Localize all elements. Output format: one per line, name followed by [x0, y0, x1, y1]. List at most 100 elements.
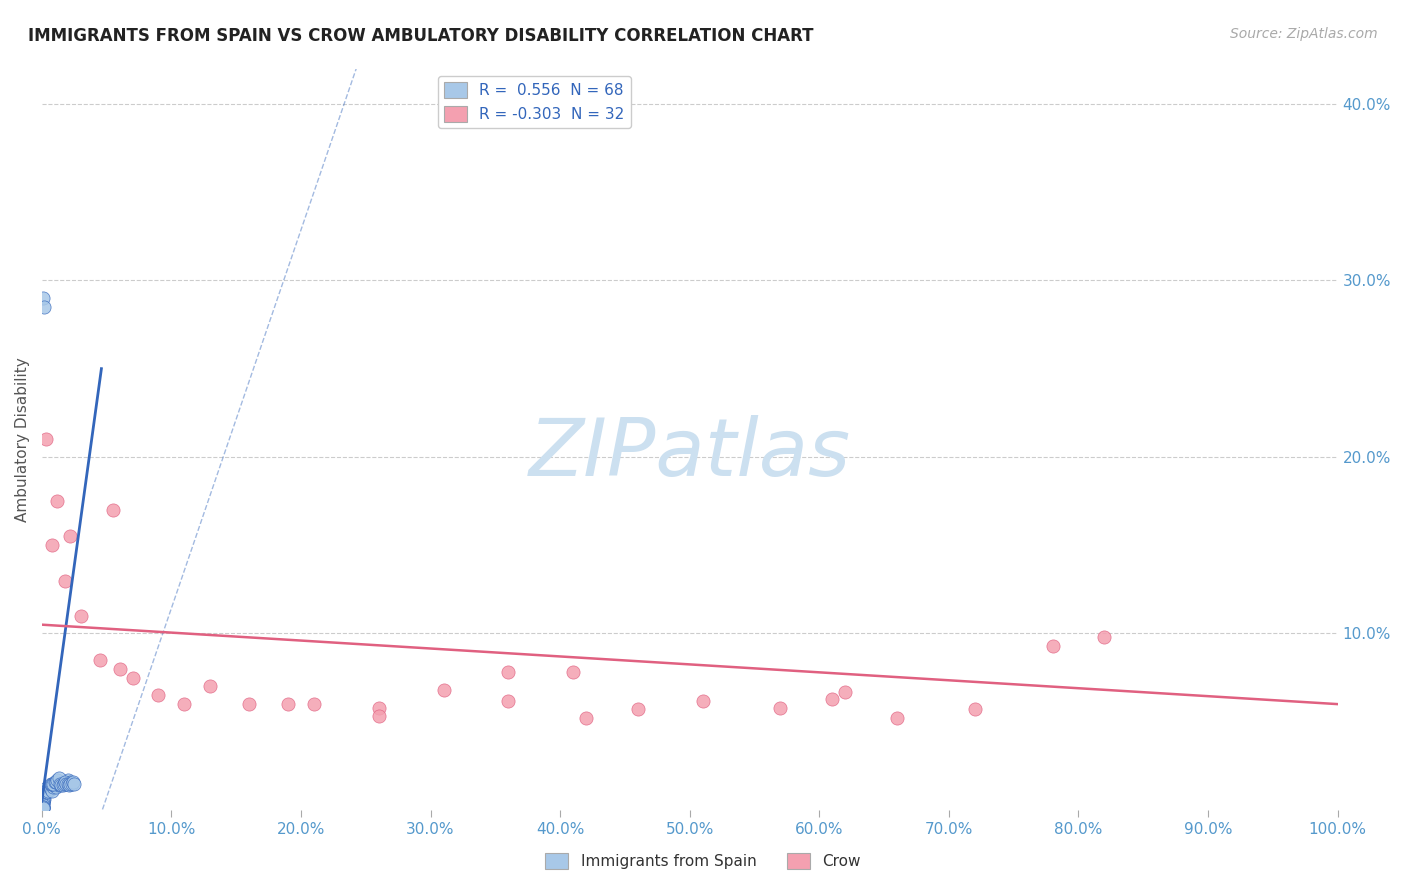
- Point: [101, 503, 124, 517]
- Point: [32, 300, 55, 314]
- Point: [32, 783, 55, 797]
- Point: [121, 671, 143, 685]
- Point: [55, 776, 77, 790]
- Point: [886, 711, 908, 725]
- Point: [31, 797, 53, 812]
- Point: [1042, 639, 1064, 653]
- Point: [46, 494, 69, 508]
- Point: [48, 778, 70, 792]
- Point: [367, 700, 389, 714]
- Legend: Immigrants from Spain, Crow: Immigrants from Spain, Crow: [540, 847, 866, 875]
- Point: [37, 783, 59, 797]
- Point: [32, 790, 55, 805]
- Point: [692, 693, 714, 707]
- Point: [38, 780, 60, 794]
- Point: [32, 801, 55, 815]
- Point: [39, 776, 62, 790]
- Point: [31, 797, 53, 812]
- Point: [35, 785, 58, 799]
- Point: [32, 796, 55, 810]
- Point: [69, 608, 91, 623]
- Legend: R =  0.556  N = 68, R = -0.303  N = 32: R = 0.556 N = 68, R = -0.303 N = 32: [439, 76, 631, 128]
- Point: [48, 772, 70, 786]
- Point: [46, 772, 69, 787]
- Point: [53, 774, 76, 789]
- Point: [42, 776, 65, 790]
- Point: [59, 529, 82, 543]
- Point: [32, 796, 55, 810]
- Point: [31, 801, 53, 815]
- Point: [89, 653, 111, 667]
- Point: [31, 801, 53, 815]
- Point: [821, 691, 844, 706]
- Point: [42, 780, 65, 794]
- Point: [31, 799, 53, 814]
- Point: [32, 785, 55, 799]
- Point: [59, 774, 82, 789]
- Point: [60, 776, 83, 790]
- Y-axis label: Ambulatory Disability: Ambulatory Disability: [15, 357, 30, 522]
- Point: [498, 665, 520, 680]
- Point: [834, 685, 856, 699]
- Point: [627, 702, 650, 716]
- Point: [31, 794, 53, 808]
- Text: IMMIGRANTS FROM SPAIN VS CROW AMBULATORY DISABILITY CORRELATION CHART: IMMIGRANTS FROM SPAIN VS CROW AMBULATORY…: [28, 27, 814, 45]
- Point: [1092, 630, 1115, 644]
- Point: [34, 792, 56, 806]
- Point: [44, 774, 66, 789]
- Point: [31, 799, 53, 814]
- Point: [238, 697, 260, 711]
- Point: [41, 776, 63, 790]
- Point: [31, 801, 53, 815]
- Point: [498, 693, 520, 707]
- Point: [31, 794, 53, 808]
- Point: [173, 697, 195, 711]
- Point: [34, 783, 56, 797]
- Point: [32, 787, 55, 801]
- Point: [56, 776, 79, 790]
- Point: [45, 774, 67, 789]
- Point: [200, 680, 222, 694]
- Point: [53, 774, 76, 789]
- Point: [31, 790, 53, 805]
- Point: [31, 794, 53, 808]
- Point: [31, 799, 53, 814]
- Point: [148, 688, 170, 702]
- Point: [562, 665, 585, 680]
- Text: Source: ZipAtlas.com: Source: ZipAtlas.com: [1230, 27, 1378, 41]
- Point: [49, 776, 72, 790]
- Point: [59, 776, 82, 790]
- Point: [39, 781, 62, 796]
- Point: [44, 778, 66, 792]
- Point: [367, 709, 389, 723]
- Point: [32, 781, 55, 796]
- Point: [62, 774, 84, 789]
- Point: [31, 801, 53, 815]
- Point: [41, 783, 63, 797]
- Text: ZIPatlas: ZIPatlas: [529, 415, 851, 493]
- Point: [41, 538, 63, 552]
- Point: [31, 801, 53, 815]
- Point: [32, 792, 55, 806]
- Point: [58, 778, 80, 792]
- Point: [51, 774, 73, 789]
- Point: [51, 778, 73, 792]
- Point: [31, 799, 53, 814]
- Point: [963, 702, 986, 716]
- Point: [769, 700, 792, 714]
- Point: [34, 785, 56, 799]
- Point: [31, 789, 53, 803]
- Point: [34, 432, 56, 446]
- Point: [32, 794, 55, 808]
- Point: [49, 776, 72, 790]
- Point: [575, 711, 598, 725]
- Point: [432, 683, 454, 698]
- Point: [63, 776, 86, 790]
- Point: [277, 697, 299, 711]
- Point: [53, 574, 76, 588]
- Point: [31, 797, 53, 812]
- Point: [108, 662, 131, 676]
- Point: [32, 291, 55, 305]
- Point: [51, 778, 73, 792]
- Point: [46, 776, 69, 790]
